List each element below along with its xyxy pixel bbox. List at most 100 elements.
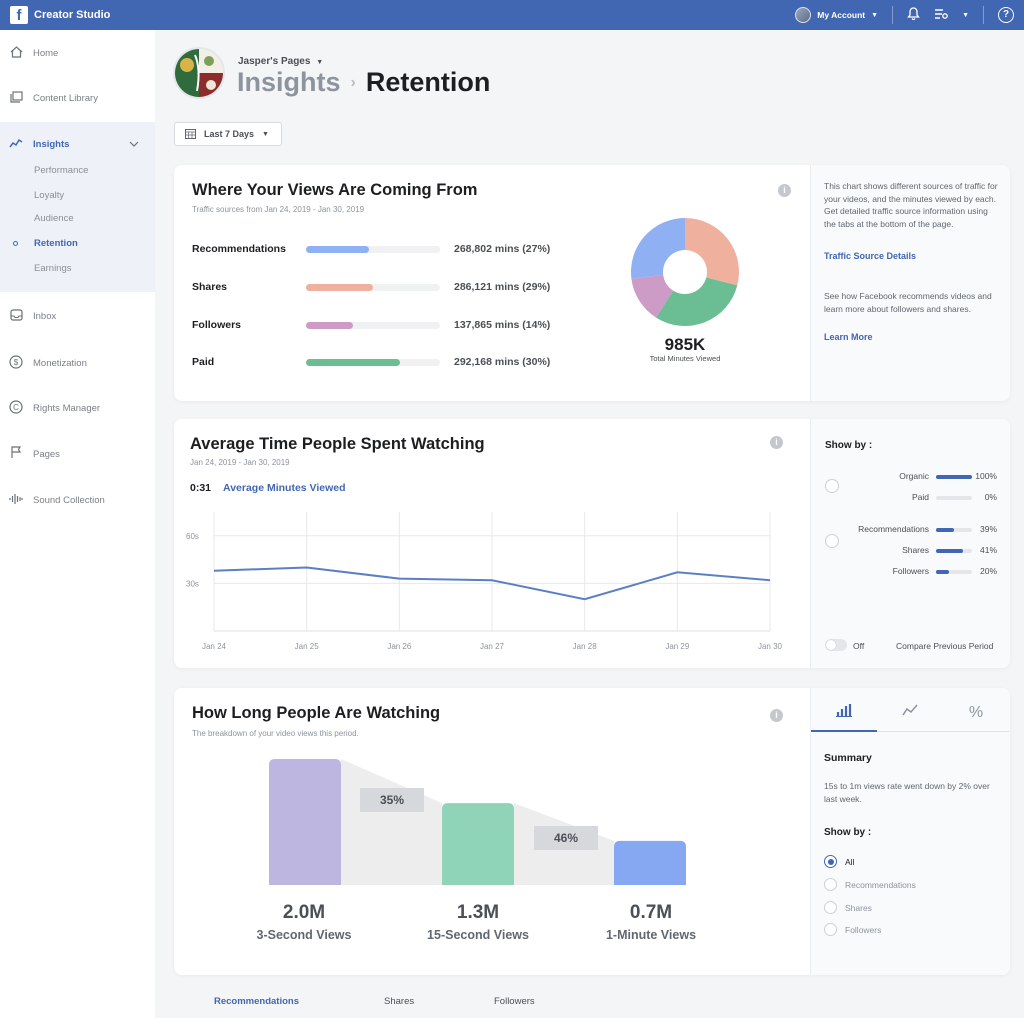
info-icon[interactable]: i — [770, 436, 783, 449]
group-organic-paid-radio[interactable] — [825, 479, 839, 493]
donut-slice — [631, 218, 685, 279]
breadcrumb: Insights › Retention — [237, 67, 490, 98]
donut-slice — [685, 218, 739, 286]
option-label: Recommendations — [845, 879, 916, 890]
source-bar — [306, 359, 440, 366]
y-tick-label: 60s — [186, 532, 199, 541]
percent-icon[interactable]: % — [943, 694, 1009, 732]
show-by-bar-fill — [936, 528, 954, 532]
show-by-title: Show by : — [824, 827, 872, 838]
card-title: Average Time People Spent Watching — [190, 435, 485, 453]
show-by-row: Paid 0% — [811, 492, 1011, 504]
option-all[interactable]: All — [824, 855, 854, 868]
account-menu[interactable]: My Account ▼ — [795, 7, 878, 23]
sidebar-item-inbox[interactable]: Inbox — [0, 304, 155, 328]
flag-icon — [8, 446, 24, 462]
info-icon[interactable]: i — [778, 184, 791, 197]
source-label: Followers — [192, 319, 242, 331]
sidebar-subitem-loyalty[interactable]: Loyalty — [34, 190, 65, 201]
chevron-down-icon[interactable]: ▼ — [962, 11, 969, 19]
source-label: Recommendations — [192, 243, 286, 255]
sidebar-item-label: Sound Collection — [33, 494, 105, 506]
divider — [983, 6, 984, 24]
chevron-down-icon[interactable] — [129, 139, 139, 150]
top-bar: f Creator Studio My Account ▼ ▼ ? — [0, 0, 1024, 30]
line-chart-icon[interactable] — [877, 694, 943, 732]
copyright-icon: C — [8, 399, 24, 417]
traffic-source-details-link[interactable]: Traffic Source Details — [824, 251, 917, 261]
funnel-value: 0.7M — [629, 902, 673, 923]
sidebar-item-home[interactable]: Home — [0, 41, 155, 65]
chart-type-tabs: % — [811, 694, 1009, 732]
sidebar-item-label: Insights — [33, 138, 70, 150]
show-by-bar — [936, 496, 972, 500]
option-recommendations[interactable]: Recommendations — [824, 878, 916, 891]
home-icon — [8, 45, 24, 61]
radio-selected-icon — [824, 855, 837, 868]
date-range-label: Last 7 Days — [204, 129, 255, 139]
sidebar-subitem-retention[interactable]: Retention — [34, 238, 78, 249]
summary-panel: % Summary 15s to 1m views rate went down… — [810, 688, 1010, 975]
sidebar-item-rights-manager[interactable]: C Rights Manager — [0, 396, 155, 420]
sidebar-item-pages[interactable]: Pages — [0, 442, 155, 466]
source-value: 292,168 mins (30%) — [454, 356, 551, 368]
sidebar-item-monetization[interactable]: $ Monetization — [0, 351, 155, 375]
facebook-logo-icon[interactable]: f — [10, 6, 28, 24]
views-source-card: Where Your Views Are Coming From Traffic… — [174, 165, 1010, 401]
funnel-connector — [341, 759, 442, 885]
sidebar-subitem-audience[interactable]: Audience — [34, 213, 74, 224]
average-value: 0:31 — [190, 482, 212, 494]
learn-more-link[interactable]: Learn More — [824, 332, 873, 342]
page-selector[interactable]: Jasper's Pages ▼ — [238, 56, 323, 67]
average-metric-label[interactable]: Average Minutes Viewed — [223, 482, 346, 494]
drop-percent-badge: 46% — [534, 826, 598, 850]
tab-followers[interactable]: Followers — [494, 996, 535, 1007]
settings-list-icon[interactable] — [934, 8, 948, 22]
sidebar-item-label: Inbox — [33, 310, 57, 322]
show-by-label: Followers — [892, 566, 929, 576]
x-tick-label: Jan 25 — [295, 642, 320, 651]
sidebar-subitem-performance[interactable]: Performance — [34, 165, 89, 176]
info-icon[interactable]: i — [770, 709, 783, 722]
how-long-watching-card: How Long People Are Watching The breakdo… — [174, 688, 1010, 975]
option-shares[interactable]: Shares — [824, 901, 872, 914]
date-range-dropdown[interactable]: Last 7 Days ▼ — [174, 122, 282, 146]
sidebar-item-insights[interactable]: Insights — [0, 132, 155, 156]
show-by-bar — [936, 570, 972, 574]
sidebar-subitem-earnings[interactable]: Earnings — [34, 263, 72, 274]
show-by-label: Recommendations — [858, 524, 929, 534]
x-tick-label: Jan 27 — [480, 642, 505, 651]
bar-chart-icon[interactable] — [811, 694, 877, 732]
sidebar-item-sound-collection[interactable]: Sound Collection — [0, 488, 155, 512]
help-icon[interactable]: ? — [998, 7, 1014, 23]
tab-recommendations[interactable]: Recommendations — [214, 996, 299, 1007]
source-bar-fill — [306, 246, 369, 253]
x-tick-label: Jan 24 — [202, 642, 227, 651]
funnel-value: 2.0M — [282, 902, 326, 923]
donut-slice — [656, 277, 738, 326]
bell-icon[interactable] — [907, 7, 920, 23]
svg-text:$: $ — [14, 358, 19, 367]
compare-toggle[interactable] — [825, 639, 847, 651]
sidebar-item-content-library[interactable]: Content Library — [0, 86, 155, 110]
source-bar — [306, 246, 440, 253]
tab-shares[interactable]: Shares — [384, 996, 415, 1007]
insights-section — [0, 122, 155, 292]
chevron-down-icon: ▼ — [871, 11, 879, 19]
source-label: Shares — [192, 281, 228, 293]
sidebar: Home Content Library Insights Performanc… — [0, 30, 155, 1018]
show-by-percent: 20% — [979, 566, 997, 576]
option-label: All — [845, 856, 855, 867]
summary-title: Summary — [824, 752, 872, 764]
panel-description: This chart shows different sources of tr… — [824, 181, 998, 229]
x-tick-label: Jan 28 — [573, 642, 598, 651]
breadcrumb-parent[interactable]: Insights — [237, 67, 341, 97]
funnel-label: 1-Minute Views — [605, 928, 697, 942]
option-followers[interactable]: Followers — [824, 923, 881, 936]
total-minutes-caption: Total Minutes Viewed — [649, 354, 721, 363]
group-sources-radio[interactable] — [825, 534, 839, 548]
show-by-bar-fill — [936, 475, 972, 479]
show-by-label: Shares — [902, 545, 929, 555]
account-label: My Account — [817, 10, 866, 20]
show-by-label: Paid — [911, 492, 929, 502]
